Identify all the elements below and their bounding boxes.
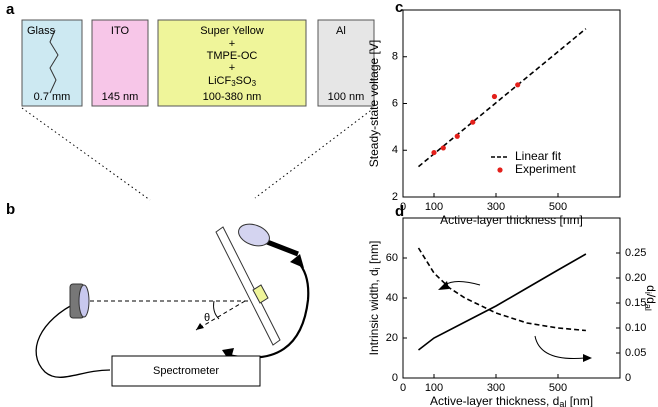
layer-line: +	[229, 62, 235, 74]
y-tick-label: 8	[392, 51, 398, 63]
zoom-line	[21, 107, 151, 201]
y2-tick-label: 0.10	[625, 322, 646, 334]
x-axis-label-part: [nm]	[566, 394, 593, 407]
layer-name: Glass	[27, 25, 56, 37]
data-point	[431, 149, 437, 156]
detector-lens	[78, 284, 90, 318]
angle-arc	[213, 300, 220, 320]
x-tick-label: 500	[549, 382, 567, 394]
plot-frame	[402, 217, 621, 379]
magnifier	[238, 223, 299, 257]
x-axis-label: Active-layer thickness, dal [nm]	[430, 394, 593, 407]
glass-layer	[21, 19, 83, 107]
data-point	[515, 82, 521, 88]
y2-tick-label: 0	[625, 372, 631, 384]
data-point	[491, 93, 498, 100]
layer-line: +	[229, 38, 235, 50]
y2-axis-label-part: d	[644, 285, 658, 292]
annotation-arrow	[534, 335, 586, 360]
arrowhead	[583, 354, 592, 362]
y-tick-label: 4	[392, 144, 398, 156]
zoom-line	[254, 107, 375, 199]
sample-plate	[215, 226, 281, 346]
layer-thickness: 100-380 nm	[203, 91, 262, 103]
data-point	[454, 133, 460, 139]
layer-name: ITO	[111, 25, 130, 37]
panel-label: c	[395, 0, 403, 16]
x-tick-label: 0	[400, 201, 406, 213]
y-axis-label-part: i	[372, 267, 382, 269]
y-axis-label-part: [nm]	[367, 241, 381, 268]
arrowhead	[438, 281, 449, 290]
legend-swatch	[497, 167, 503, 173]
layer-thickness: 100 nm	[328, 91, 365, 103]
x-tick-label: 500	[549, 201, 567, 213]
y2-tick-label: 0.20	[625, 272, 646, 284]
spectrometer-label: Spectrometer	[153, 365, 219, 377]
panel-label: d	[395, 203, 404, 220]
y2-tick-label: 0.25	[625, 247, 646, 259]
series-line	[417, 247, 586, 332]
y2-tick-label: 0.05	[625, 347, 646, 359]
y-tick-label: 6	[392, 97, 398, 109]
x-axis-label: Active-layer thickness [nm]	[440, 213, 583, 227]
layer-line: TMPE-OC	[207, 50, 258, 62]
annotation-arrow	[444, 281, 481, 286]
panel-label: b	[6, 201, 15, 218]
y-tick-label: 20	[386, 332, 398, 344]
y2-axis-label: di/dal	[643, 285, 658, 311]
arrowhead	[290, 254, 304, 268]
x-axis-label-part: al	[559, 399, 566, 407]
legend-label: Experiment	[515, 162, 576, 176]
salt-formula: LiCF3SO3	[208, 75, 257, 88]
x-axis-label-part: Active-layer thickness, d	[430, 394, 559, 407]
x-tick-label: 100	[425, 382, 443, 394]
normal	[195, 300, 246, 331]
legend-label: Linear fit	[515, 149, 562, 163]
y-axis-label: Intrinsic width, di [nm]	[367, 241, 382, 356]
series-line	[418, 253, 587, 351]
y2-tick-label: 0.15	[625, 297, 646, 309]
x-tick-label: 300	[487, 201, 505, 213]
al-layer	[317, 19, 375, 107]
layer-thickness: 145 nm	[102, 91, 139, 103]
x-tick-label: 0	[400, 382, 406, 394]
x-tick-label: 300	[487, 382, 505, 394]
spectrometer-box	[111, 355, 261, 387]
y-axis-label-part: Intrinsic width, d	[367, 269, 381, 355]
y-tick-label: 60	[386, 252, 398, 264]
y2-axis-label-part: /d	[644, 294, 658, 304]
panel-label: a	[6, 1, 15, 18]
plot-frame	[402, 9, 621, 198]
data-point	[470, 119, 476, 125]
y-tick-label: 0	[392, 372, 398, 384]
angle-label: θ	[204, 312, 210, 324]
fiber	[35, 301, 111, 378]
layer-name: Al	[336, 25, 346, 37]
y-axis-label: Steady-state voltage [V]	[367, 40, 381, 167]
active-layer	[157, 19, 307, 107]
layer-line: Super Yellow	[200, 25, 264, 37]
y-tick-label: 2	[392, 191, 398, 203]
series-line	[417, 28, 587, 168]
y2-axis-label-part: i	[643, 292, 653, 294]
data-point	[440, 145, 446, 151]
arrowhead	[196, 323, 204, 330]
y-tick-label: 40	[386, 292, 398, 304]
glass-crack	[49, 29, 59, 94]
sample-patch	[252, 284, 269, 304]
y2-axis-label-part: al	[643, 304, 653, 311]
x-tick-label: 100	[425, 201, 443, 213]
ito-layer	[91, 19, 149, 107]
layer-thickness: 0.7 mm	[34, 91, 71, 103]
